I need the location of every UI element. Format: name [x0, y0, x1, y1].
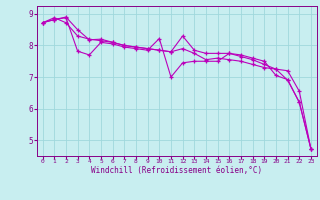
X-axis label: Windchill (Refroidissement éolien,°C): Windchill (Refroidissement éolien,°C)	[91, 166, 262, 175]
